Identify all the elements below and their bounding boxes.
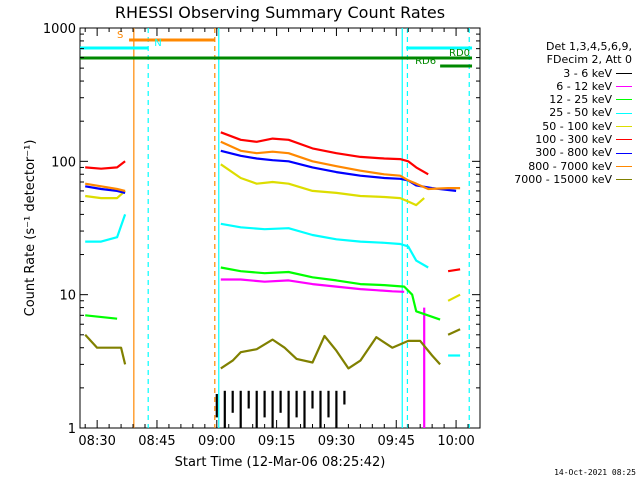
series-line	[85, 182, 126, 192]
legend-header-line-1: Det 1,3,4,5,6,9,	[545, 40, 632, 53]
x-tick-label: 09:00	[198, 434, 235, 449]
y-tick-label: 1000	[43, 22, 76, 37]
legend-swatch	[616, 179, 632, 181]
legend-header-line-2: FDecim 2, Att 0	[546, 53, 632, 67]
flag-label: N	[154, 38, 161, 49]
series-line	[220, 222, 429, 269]
legend-label: 800 - 7000 keV	[528, 159, 612, 173]
legend-swatch	[616, 86, 632, 88]
x-axis-label: Start Time (12-Mar-06 08:25:42)	[175, 455, 386, 470]
legend-label: 3 - 6 keV	[563, 66, 612, 80]
legend-label: 25 - 50 keV	[549, 106, 612, 120]
legend-swatch	[616, 165, 632, 167]
vertical-markers	[133, 28, 470, 428]
x-tick-label: 09:15	[258, 434, 295, 449]
series-line	[85, 190, 126, 200]
legend-item: 50 - 100 keV	[514, 120, 632, 133]
legend-swatch	[616, 112, 632, 114]
series-line	[85, 314, 118, 320]
flag-label: RD0	[449, 48, 470, 59]
chart-title: RHESSI Observing Summary Count Rates	[115, 3, 445, 22]
legend-label: 300 - 800 keV	[535, 146, 612, 160]
flag-label: RD6	[415, 56, 436, 67]
legend-label: 100 - 300 keV	[535, 133, 612, 147]
x-tick-label: 08:45	[138, 434, 175, 449]
flag-label: S	[117, 30, 123, 41]
legend-item: 7000 - 15000 keV	[514, 173, 632, 186]
series-line	[85, 214, 127, 243]
flag-bars: S N RD0 RD6	[80, 30, 473, 68]
legend-swatch	[616, 99, 632, 101]
series-line	[84, 334, 127, 365]
series-line	[447, 268, 461, 273]
series-line	[85, 185, 126, 194]
legend-label: 12 - 25 keV	[549, 93, 612, 107]
series-line	[85, 160, 126, 170]
legend-item: 300 - 800 keV	[514, 146, 632, 159]
legend-label: 50 - 100 keV	[542, 119, 612, 133]
legend-item: 3 - 6 keV	[514, 67, 632, 80]
legend-label: 7000 - 15000 keV	[514, 172, 612, 186]
series-layer	[84, 131, 461, 428]
x-tick-label: 08:30	[78, 434, 115, 449]
timestamp: 14-Oct-2021 08:25	[554, 468, 636, 477]
x-tick-label: 09:30	[318, 434, 355, 449]
series-line	[220, 334, 441, 370]
legend-swatch	[616, 125, 632, 127]
x-tick-label: 10:00	[437, 434, 474, 449]
y-tick-label: 100	[51, 155, 76, 170]
series-line	[220, 149, 457, 192]
plot-frame	[79, 27, 481, 429]
legend-swatch	[616, 72, 632, 74]
legend-item: 800 - 7000 keV	[514, 160, 632, 173]
y-axis-label: Count Rate (s⁻¹ detector⁻¹)	[23, 140, 38, 317]
series-line	[220, 278, 405, 293]
legend-label: 6 - 12 keV	[556, 79, 612, 93]
y-tick-label: 1	[68, 422, 76, 437]
series-line	[447, 293, 461, 302]
legend-item: 25 - 50 keV	[514, 106, 632, 119]
series-line	[220, 131, 429, 176]
y-tick-label: 10	[59, 289, 76, 304]
axis-ticks: 08:30 08:45 09:00 09:15 09:30 09:45 10:00 1 10 10…	[43, 22, 480, 449]
legend-swatch	[616, 152, 632, 154]
legend-item: 6 - 12 keV	[514, 80, 632, 93]
series-line	[220, 266, 441, 321]
legend: Det 1,3,4,5,6,9, FDecim 2, Att 0 3 - 6 k…	[514, 40, 632, 186]
legend-swatch	[616, 139, 632, 141]
x-tick-label: 09:45	[378, 434, 415, 449]
series-line	[447, 328, 461, 336]
legend-item: 100 - 300 keV	[514, 133, 632, 146]
legend-item: 12 - 25 keV	[514, 93, 632, 106]
series-line	[220, 163, 425, 207]
series-line	[220, 140, 461, 191]
